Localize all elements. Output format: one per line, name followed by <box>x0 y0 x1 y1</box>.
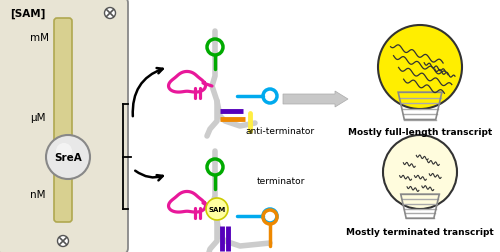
Circle shape <box>56 143 72 159</box>
FancyBboxPatch shape <box>54 19 72 222</box>
Text: [SAM]: [SAM] <box>10 9 46 19</box>
Circle shape <box>58 236 68 246</box>
Text: Mostly full-length transcript: Mostly full-length transcript <box>348 128 492 137</box>
Text: SAM: SAM <box>208 206 226 212</box>
Text: μM: μM <box>30 113 46 122</box>
Text: mM: mM <box>30 33 49 43</box>
Text: terminator: terminator <box>257 177 306 186</box>
FancyBboxPatch shape <box>0 0 128 252</box>
Circle shape <box>378 26 462 110</box>
FancyArrow shape <box>283 92 348 108</box>
Circle shape <box>383 136 457 209</box>
Circle shape <box>206 198 228 220</box>
Text: nM: nM <box>30 189 46 199</box>
Circle shape <box>104 9 116 19</box>
Circle shape <box>46 136 90 179</box>
Text: SreA: SreA <box>54 152 82 162</box>
Text: Mostly terminated transcript: Mostly terminated transcript <box>346 227 494 236</box>
Text: anti-terminator: anti-terminator <box>245 127 314 136</box>
